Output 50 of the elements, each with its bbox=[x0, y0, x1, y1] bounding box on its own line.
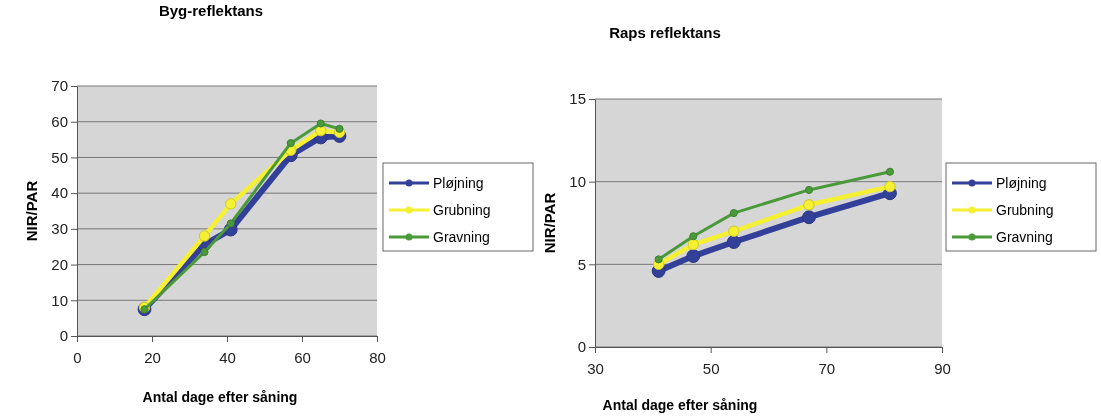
point bbox=[200, 248, 209, 257]
point bbox=[726, 235, 741, 249]
point bbox=[884, 180, 896, 193]
y-tick-label: 15 bbox=[569, 90, 586, 108]
point bbox=[335, 124, 344, 133]
x-tick-label: 60 bbox=[294, 349, 311, 366]
x-axis-title: Antal dage efter såning bbox=[142, 389, 298, 405]
point bbox=[804, 185, 814, 194]
x-tick-label: 70 bbox=[818, 360, 836, 377]
point bbox=[226, 219, 235, 228]
point bbox=[687, 238, 700, 251]
point bbox=[803, 199, 815, 211]
point bbox=[316, 119, 325, 128]
chart-title: Raps reflektans bbox=[609, 24, 721, 41]
x-tick-label: 40 bbox=[219, 349, 236, 366]
x-tick-label: 80 bbox=[369, 349, 386, 366]
legend-label: Pløjning bbox=[996, 175, 1047, 191]
point bbox=[689, 232, 698, 241]
point bbox=[885, 167, 895, 176]
point bbox=[802, 210, 816, 225]
point bbox=[728, 225, 740, 237]
y-tick-label: 70 bbox=[51, 77, 68, 95]
x-tick-label: 50 bbox=[702, 360, 720, 377]
y-axis-title: NIR/PAR bbox=[541, 192, 558, 254]
y-tick-label: 10 bbox=[569, 172, 586, 190]
y-tick-label: 5 bbox=[577, 255, 586, 273]
legend-label: Grubning bbox=[996, 202, 1054, 218]
x-axis-title: Antal dage efter såning bbox=[602, 397, 758, 413]
legend-label: Grubning bbox=[433, 202, 491, 218]
y-tick-label: 0 bbox=[59, 327, 68, 345]
y-tick-label: 40 bbox=[51, 184, 68, 202]
chart-title: Byg-reflektans bbox=[158, 2, 264, 19]
x-tick-label: 0 bbox=[73, 349, 82, 366]
x-tick-label: 20 bbox=[144, 349, 161, 366]
y-tick-label: 30 bbox=[51, 220, 68, 238]
legend-label: Pløjning bbox=[433, 175, 484, 191]
legend-label: Gravning bbox=[996, 229, 1053, 245]
y-tick-label: 20 bbox=[51, 255, 68, 273]
point bbox=[225, 198, 237, 210]
point bbox=[286, 139, 295, 148]
point bbox=[729, 209, 738, 218]
legend-label: Gravning bbox=[433, 229, 490, 245]
y-tick-label: 10 bbox=[51, 291, 68, 309]
point bbox=[686, 249, 701, 263]
y-tick-label: 50 bbox=[51, 148, 68, 166]
y-axis-title: NIR/PAR bbox=[23, 180, 40, 242]
point bbox=[198, 230, 211, 242]
point bbox=[654, 255, 663, 264]
x-tick-label: 90 bbox=[934, 360, 951, 377]
y-tick-label: 60 bbox=[51, 113, 68, 131]
